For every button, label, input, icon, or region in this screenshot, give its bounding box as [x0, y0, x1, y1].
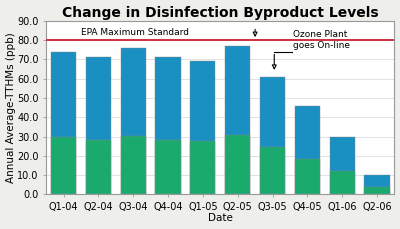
Bar	[330, 171, 355, 194]
Bar	[86, 57, 111, 194]
Text: EPA Maximum Standard: EPA Maximum Standard	[81, 28, 189, 37]
Y-axis label: Annual Average-TTHMs (ppb): Annual Average-TTHMs (ppb)	[6, 32, 16, 183]
Bar	[156, 57, 180, 194]
Bar	[190, 141, 215, 194]
Bar	[51, 137, 76, 194]
Bar	[364, 187, 390, 194]
Bar	[260, 147, 285, 194]
X-axis label: Date: Date	[208, 213, 233, 224]
Title: Change in Disinfection Byproduct Levels: Change in Disinfection Byproduct Levels	[62, 5, 378, 19]
Bar	[156, 140, 180, 194]
Bar	[121, 136, 146, 194]
Bar	[121, 48, 146, 194]
Bar	[364, 175, 390, 194]
Bar	[295, 159, 320, 194]
Bar	[225, 135, 250, 194]
Bar	[225, 46, 250, 194]
Bar	[330, 136, 355, 194]
Text: Ozone Plant
goes On-line: Ozone Plant goes On-line	[294, 30, 350, 50]
Bar	[295, 106, 320, 194]
Bar	[86, 140, 111, 194]
Bar	[190, 61, 215, 194]
Bar	[260, 77, 285, 194]
Bar	[51, 52, 76, 194]
